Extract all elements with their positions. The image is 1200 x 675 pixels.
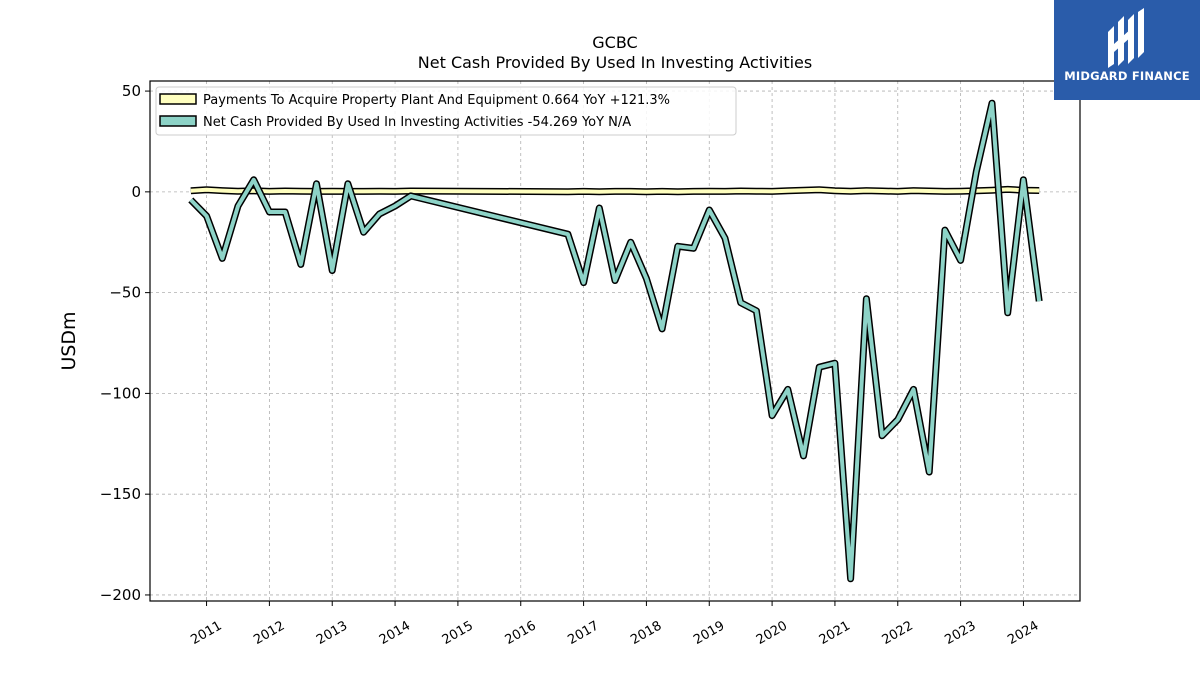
x-tick-label: 2024	[1005, 618, 1041, 648]
x-tick-label: 2020	[754, 618, 790, 648]
legend-swatch-payments	[159, 93, 197, 105]
legend: Payments To Acquire Property Plant And E…	[155, 86, 737, 136]
y-tick-label: −200	[100, 586, 141, 604]
x-tick-label: 2011	[188, 618, 224, 648]
legend-label-payments: Payments To Acquire Property Plant And E…	[203, 93, 670, 108]
y-tick-label: 50	[122, 82, 141, 100]
legend-label-net-cash: Net Cash Provided By Used In Investing A…	[203, 115, 631, 130]
x-tick-label: 2017	[565, 618, 601, 648]
series-net-cash-investing-outline	[188, 99, 1043, 583]
x-tick-label: 2015	[440, 618, 476, 648]
x-tick-label: 2012	[251, 618, 287, 648]
x-axis: 2011 2012 2013 2014 2015 2016 2017 2018 2019 2020…	[188, 601, 1041, 648]
y-axis-label: USDm	[58, 311, 80, 370]
x-tick-label: 2018	[628, 618, 664, 648]
y-tick-label: −100	[100, 384, 141, 402]
x-tick-label: 2013	[314, 618, 350, 648]
brand-name: MIDGARD FINANCE	[1064, 69, 1190, 83]
legend-box	[155, 86, 737, 136]
series-payments-ppe-line	[190, 187, 1040, 194]
y-tick-label: 0	[131, 183, 141, 201]
series-net-cash-investing-line	[189, 101, 1042, 581]
x-tick-label: 2022	[880, 618, 916, 648]
x-tick-label: 2021	[817, 618, 853, 648]
midgard-logo-icon	[1108, 8, 1144, 68]
series-layer	[188, 99, 1043, 583]
brand-logo: MIDGARD FINANCE	[1054, 0, 1200, 100]
y-axis: 50 0 −50 −100 −150 −200	[100, 82, 150, 604]
chart-subtitle: Net Cash Provided By Used In Investing A…	[418, 53, 812, 72]
y-tick-label: −50	[109, 284, 141, 302]
x-tick-label: 2016	[503, 618, 539, 648]
x-tick-label: 2014	[377, 618, 413, 648]
legend-swatch-net-cash	[159, 115, 197, 127]
x-tick-label: 2023	[942, 618, 978, 648]
chart-title: GCBC	[592, 33, 637, 52]
x-tick-label: 2019	[691, 618, 727, 648]
plot-frame	[149, 80, 1081, 602]
y-tick-label: −150	[100, 485, 141, 503]
